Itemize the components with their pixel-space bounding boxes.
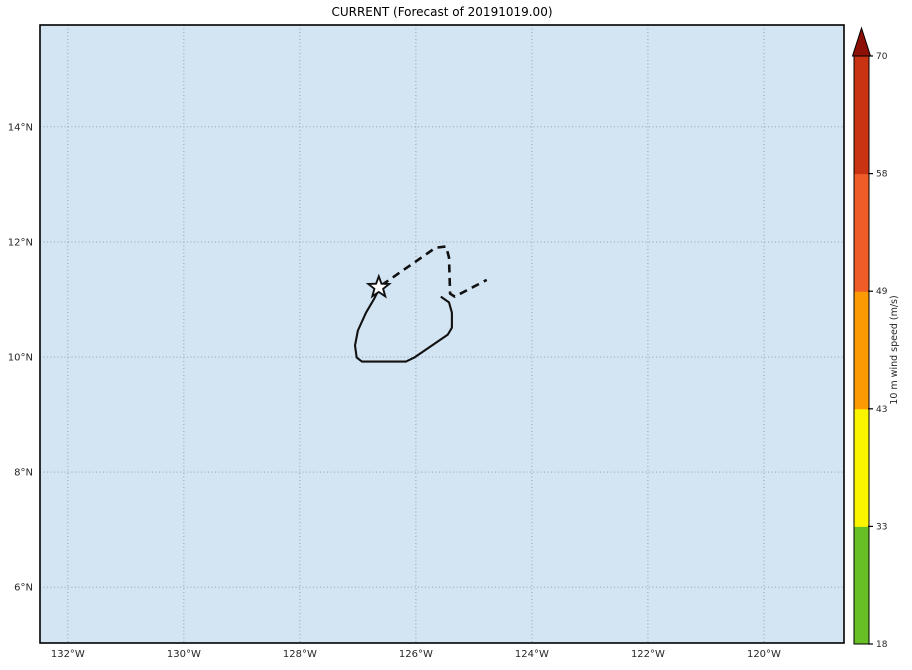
plot-title: CURRENT (Forecast of 20191019.00) xyxy=(331,5,553,19)
x-tick-label: 128°W xyxy=(283,649,317,660)
colorbar-tick-label: 58 xyxy=(876,170,888,180)
x-tick-label: 120°W xyxy=(747,649,781,660)
colorbar-axis-label: 10 m wind speed (m/s) xyxy=(889,295,900,404)
forecast-track-line xyxy=(380,245,488,298)
map-background xyxy=(40,25,844,643)
colorbar-extend-arrow-icon xyxy=(851,26,872,57)
y-tick-label: 14°N xyxy=(8,122,33,133)
x-tick-label: 124°W xyxy=(515,649,549,660)
y-tick-label: 12°N xyxy=(8,237,33,248)
y-tick-label: 6°N xyxy=(14,583,33,594)
axes-frame xyxy=(39,24,845,644)
colorbar-tick-label: 18 xyxy=(876,640,888,650)
colorbar-tick-label: 43 xyxy=(876,405,887,415)
y-tick-label: 8°N xyxy=(14,468,33,479)
colorbar-segment xyxy=(854,526,869,645)
colorbar-segment xyxy=(854,291,869,410)
x-tick-label: 132°W xyxy=(51,649,85,660)
x-tick-label: 130°W xyxy=(167,649,201,660)
colorbar-tick-label: 70 xyxy=(876,52,888,62)
current-position-star-icon xyxy=(365,273,392,299)
colorbar-segment xyxy=(854,408,869,527)
colorbar-tick-label: 33 xyxy=(876,522,887,532)
x-tick-label: 122°W xyxy=(631,649,665,660)
colorbar-tick-label: 49 xyxy=(876,287,888,297)
x-tick-label: 126°W xyxy=(399,649,433,660)
colorbar-segment xyxy=(854,56,869,175)
colorbar-segment xyxy=(854,173,869,292)
past-track-line xyxy=(353,289,453,363)
y-tick-label: 10°N xyxy=(8,353,33,364)
